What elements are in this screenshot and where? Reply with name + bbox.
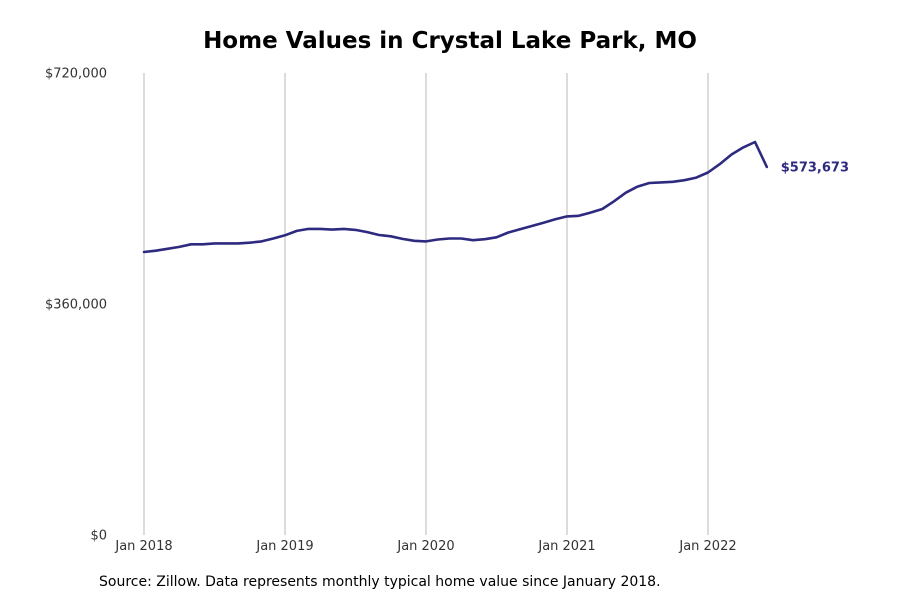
chart-title: Home Values in Crystal Lake Park, MO bbox=[203, 28, 697, 54]
x-tick-label: Jan 2022 bbox=[678, 539, 736, 554]
home-value-series-line bbox=[142, 140, 769, 254]
y-tick-label: $0 bbox=[90, 529, 107, 544]
x-tick-label: Jan 2021 bbox=[537, 539, 595, 554]
x-tick-label: Jan 2018 bbox=[114, 539, 172, 554]
source-note: Source: Zillow. Data represents monthly … bbox=[99, 574, 661, 590]
y-tick-label: $360,000 bbox=[45, 298, 107, 313]
x-tick-label: Jan 2020 bbox=[396, 539, 454, 554]
vertical-gridlines bbox=[143, 73, 709, 535]
y-tick-label: $720,000 bbox=[45, 67, 107, 82]
x-axis-tick-labels: Jan 2018 Jan 2019 Jan 2020 Jan 2021 Jan 2022 bbox=[114, 539, 736, 554]
x-tick-label: Jan 2019 bbox=[255, 539, 313, 554]
latest-value-label: $573,673 bbox=[781, 160, 849, 175]
y-axis-tick-labels: $0 $360,000 $720,000 bbox=[45, 67, 107, 544]
